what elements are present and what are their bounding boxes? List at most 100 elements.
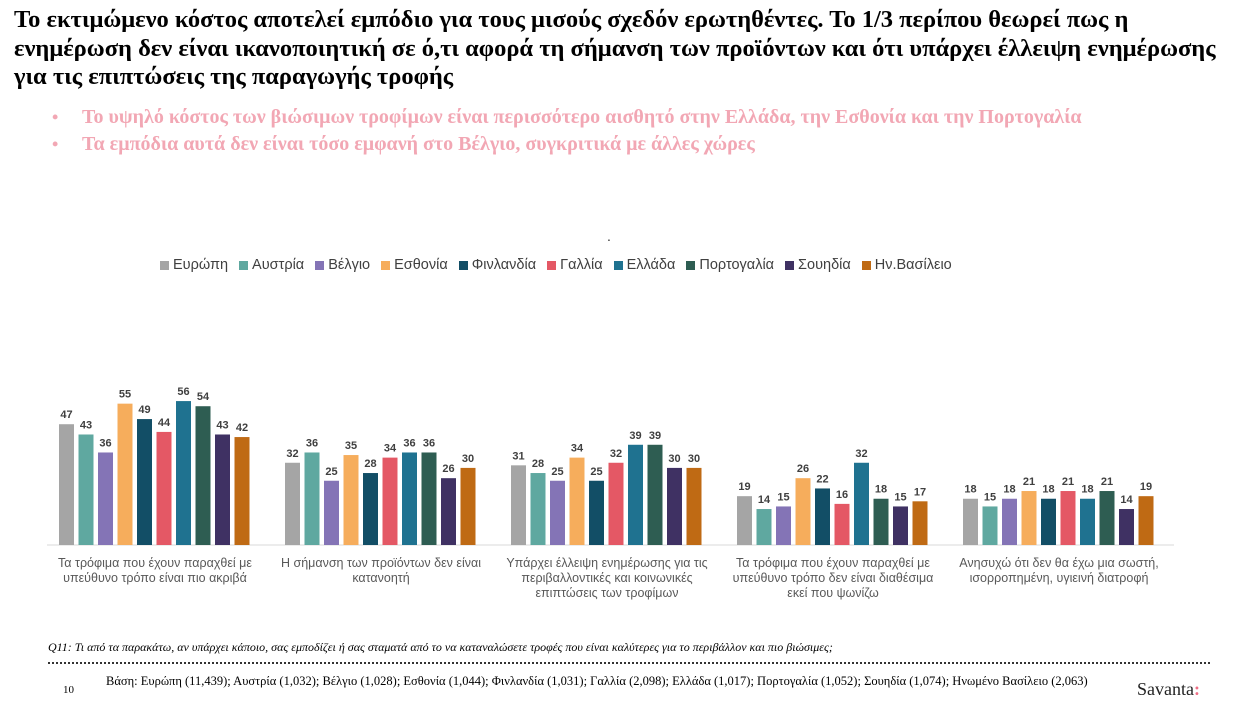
bar-value-label: 21 [1062,476,1074,488]
bar-value-label: 17 [914,486,926,498]
category-label: επιπτώσεις των τροφίμων [535,586,678,600]
bar [795,478,811,545]
bar-value-label: 54 [197,391,210,403]
finding-text: Το υψηλό κόστος των βιώσιμων τροφίμων εί… [82,106,1082,128]
bar-value-label: 26 [442,463,454,475]
slide-title: Το εκτιμώμενο κόστος αποτελεί εμπόδιο γι… [14,6,1216,90]
category-label: ισορροπημένη, υγιεινή διατροφή [970,571,1149,585]
bar-value-label: 25 [325,466,337,478]
legend-item: Ελλάδα [613,257,676,273]
sample-base-note: Βάση: Ευρώπη (11,439); Αυστρία (1,032); … [106,674,1088,688]
bar-value-label: 49 [138,404,150,416]
bar-value-label: 32 [855,448,867,460]
legend-label: Πορτογαλία [699,257,775,273]
bar-value-label: 21 [1023,476,1035,488]
bar-value-label: 28 [532,458,544,470]
bar [776,506,791,545]
bar [1041,498,1056,545]
category-label: υπεύθυνο τρόπο είναι πιο ακριβά [63,571,247,585]
bar [234,437,250,545]
bar [982,506,998,545]
bar [1080,498,1095,545]
legend-label: Σουηδία [798,257,851,273]
bar [893,506,908,545]
bar-value-label: 36 [306,437,318,449]
bar [156,431,172,545]
bar-value-label: 32 [610,448,622,460]
legend-item: Ευρώπη [160,257,228,273]
bar-value-label: 44 [158,417,171,429]
bar [550,480,565,545]
legend-swatch [785,260,795,270]
bar [1099,491,1115,545]
bar-value-label: 55 [119,389,131,401]
legend-item: Φινλανδία [458,257,537,273]
bar [285,462,300,545]
bar [304,452,320,545]
bar [589,480,604,545]
bar-value-label: 18 [964,484,976,496]
category-label: κατανοητή [352,571,409,585]
bar-value-label: 30 [668,453,680,465]
brand-name: Savanta [1137,679,1194,699]
finding-bullet: • Τα εμπόδια αυτά δεν είναι τόσο εμφανή σ… [50,132,1200,157]
bar [530,473,546,545]
bar-value-label: 26 [797,463,809,475]
bar-value-label: 43 [216,419,228,431]
bar [59,424,74,545]
bar [569,457,585,545]
bar-value-label: 19 [738,481,750,493]
legend-item: Εσθονία [381,257,448,273]
bar-value-label: 30 [688,453,700,465]
legend-label: Βέλγιο [328,257,371,273]
finding-text: Τα εμπόδια αυτά δεν είναι τόσο εμφανή στ… [82,133,755,155]
legend-label: Ην.Βασίλειο [874,257,952,273]
bar-value-label: 21 [1101,476,1113,488]
bar-value-label: 18 [1042,484,1054,496]
bar [628,444,643,545]
bar [737,496,752,545]
bar [137,419,152,545]
bullet-marker: • [52,134,59,154]
bar [98,452,113,545]
bar-value-label: 19 [1140,481,1152,493]
page-number: 10 [63,684,74,696]
bar [667,467,682,545]
legend-label: Γαλλία [560,257,603,273]
bar [1138,496,1154,545]
bar [382,457,398,545]
category-label: υπεύθυνο τρόπο δεν είναι διαθέσιμα [733,571,934,585]
bar-value-label: 15 [894,491,906,503]
legend-label: Φινλανδία [471,257,537,273]
category-label: εκεί που ψωνίζω [787,586,879,600]
legend-label: Ελλάδα [626,257,676,273]
bar-value-label: 34 [571,443,584,455]
brand-accent: : [1193,679,1200,699]
bar-value-label: 39 [629,430,641,442]
legend-item: Γαλλία [547,257,603,273]
bar [363,473,378,545]
bar [815,488,830,545]
bar-value-label: 36 [99,437,111,449]
bar [834,503,850,545]
bar-value-label: 16 [836,489,848,501]
legend-swatch [315,260,325,270]
bar-value-label: 30 [462,453,474,465]
bar [686,467,702,545]
bar [647,444,663,545]
bar [608,462,624,545]
bar-value-label: 31 [512,450,524,462]
bar [756,509,772,545]
bar [343,455,359,545]
bar-value-label: 35 [345,440,357,452]
brand-logo: Savanta: [1137,679,1200,700]
legend-label: Ευρώπη [173,257,229,273]
bar-value-label: 18 [1003,484,1015,496]
bar [1119,509,1134,545]
legend-label: Εσθονία [394,257,448,273]
bar-value-label: 15 [984,491,996,503]
survey-question: Q11: Τι από τα παρακάτω, αν υπάρχει κάπο… [48,640,833,654]
legend-swatch [547,260,557,270]
bar-value-label: 39 [649,430,661,442]
